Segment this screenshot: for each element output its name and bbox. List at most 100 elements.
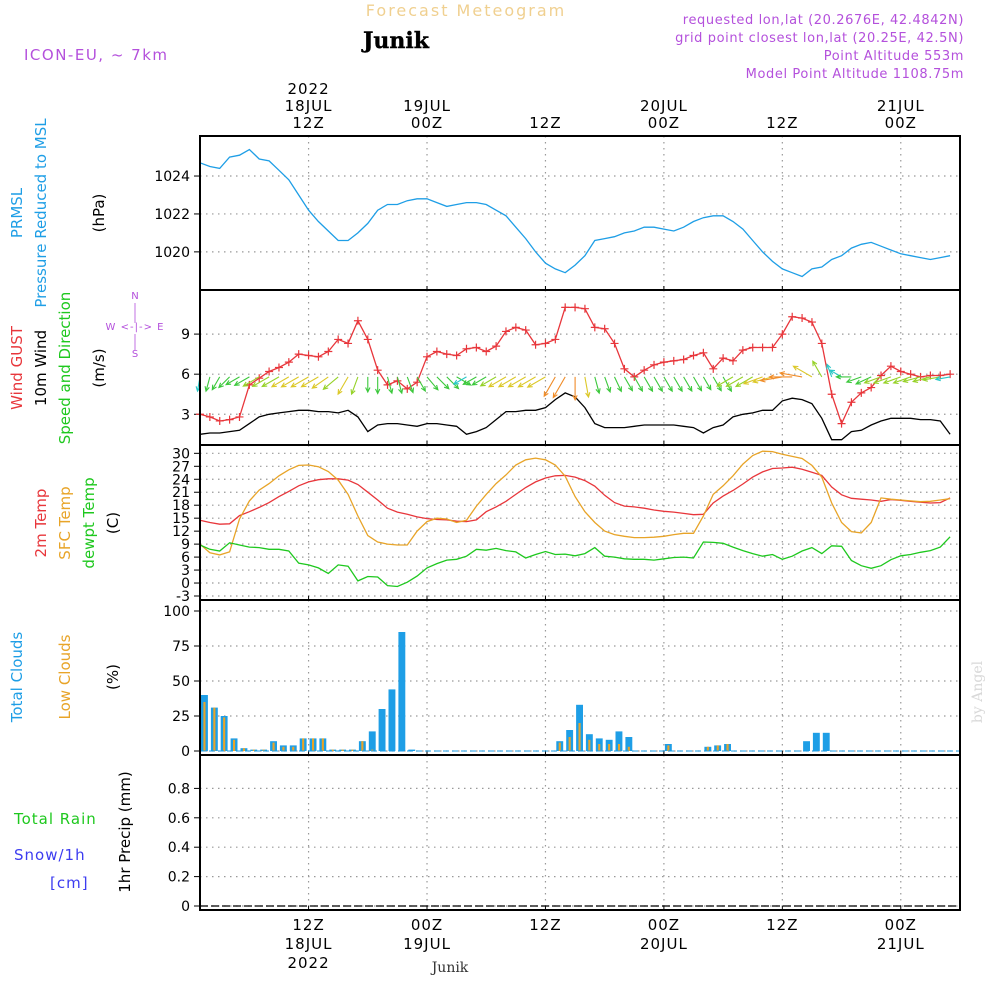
value-tick-label: 12	[172, 524, 190, 540]
value-tick-label: 0	[181, 899, 190, 915]
gust-marker	[304, 351, 313, 360]
wind-direction-arrow	[663, 376, 673, 393]
gust-marker	[294, 350, 303, 359]
wind-direction-arrow	[792, 365, 813, 378]
axis-title: 10m Wind	[32, 330, 50, 406]
gust-marker	[452, 351, 461, 360]
wind-direction-arrow	[902, 376, 921, 383]
gust-marker	[442, 350, 451, 359]
wind-direction-arrow	[845, 376, 862, 384]
time-label-top: 21JUL	[877, 97, 925, 115]
gust-marker	[482, 347, 491, 356]
wind-direction-arrow	[452, 376, 467, 385]
value-tick-label: 1020	[154, 245, 190, 261]
gust-marker	[600, 324, 609, 333]
wind-direction-arrow	[251, 376, 270, 388]
gust-marker	[610, 339, 619, 348]
wind-direction-arrow	[261, 376, 280, 388]
product-title: Forecast Meteogram	[366, 1, 566, 20]
gust-marker	[284, 358, 293, 367]
compass-west-east: W <-|-> E	[106, 322, 165, 333]
low-clouds-bar	[568, 737, 571, 751]
low-clouds-bar	[608, 744, 611, 751]
wind-direction-arrow	[835, 374, 852, 380]
axis-title: Total Clouds	[8, 632, 26, 724]
gust-marker	[265, 367, 274, 376]
value-tick-label: 0.4	[168, 840, 190, 856]
total-clouds-bar	[812, 732, 820, 751]
low-clouds-bar	[331, 749, 334, 751]
wind-direction-arrow	[456, 376, 472, 386]
value-tick-label: 6	[181, 367, 190, 383]
wind-direction-arrow	[826, 363, 833, 378]
panel-frame	[199, 754, 961, 911]
low-clouds-bar	[706, 746, 709, 751]
axis-title: (C)	[104, 512, 122, 534]
value-tick-label: 3	[181, 563, 190, 579]
grid-point-coords: grid point closest lon,lat (20.25E, 42.5…	[675, 31, 964, 46]
wind-direction-arrow	[673, 376, 683, 393]
gust-marker	[709, 364, 718, 373]
time-label-bottom: 20JUL	[640, 935, 688, 953]
gust-marker	[462, 344, 471, 353]
low-clouds-bar	[272, 742, 275, 751]
low-clouds-bar	[242, 748, 245, 751]
gust-marker	[906, 370, 915, 379]
time-label-bottom: 21JUL	[877, 935, 925, 953]
total-clouds-bar	[378, 709, 386, 751]
wind-direction-arrow	[217, 376, 230, 389]
axis-title: dewpt Temp	[80, 477, 98, 568]
wind-direction-arrow	[934, 375, 951, 382]
wind-direction-arrow	[280, 376, 299, 388]
time-label-bottom: 00Z	[411, 916, 443, 934]
gust-marker	[748, 343, 757, 352]
wind-direction-arrow	[290, 376, 309, 388]
gust-marker	[235, 412, 244, 421]
wind-direction-arrow	[526, 376, 546, 388]
gust-marker	[492, 342, 501, 351]
gust-marker	[541, 339, 550, 348]
time-label-top: 00Z	[648, 114, 680, 132]
time-label-top: 00Z	[885, 114, 917, 132]
wind-direction-arrow	[892, 376, 911, 385]
wind-direction-arrow	[270, 376, 290, 388]
gust-marker	[344, 339, 353, 348]
gust-marker	[590, 323, 599, 332]
model-label: ICON-EU, ~ 7km	[24, 46, 169, 64]
dewpoint-line	[199, 536, 951, 588]
value-tick-label: 75	[172, 639, 190, 655]
wind-direction-arrow	[507, 376, 526, 388]
wind-direction-arrow	[416, 376, 426, 393]
gust-marker	[788, 312, 797, 321]
low-clouds-bar	[321, 738, 324, 751]
compass-south: S	[132, 349, 138, 360]
gust-marker	[521, 326, 530, 335]
time-label-top: 18JUL	[285, 97, 333, 115]
total-clouds-bar	[615, 731, 623, 751]
low-clouds-bar	[262, 749, 265, 751]
gust-marker	[423, 352, 432, 361]
gust-marker	[867, 383, 876, 392]
wind-direction-arrow	[386, 376, 394, 395]
wind-direction-arrow	[623, 376, 634, 392]
wind-direction-arrow	[716, 376, 734, 387]
wind-direction-arrow	[768, 374, 793, 380]
gust-marker	[669, 356, 678, 365]
gust-marker	[531, 340, 540, 349]
gust-line	[199, 306, 951, 426]
gust-marker	[225, 415, 234, 424]
gust-marker	[877, 371, 886, 380]
gust-marker	[847, 398, 856, 407]
value-tick-label: 1022	[154, 207, 190, 223]
axis-title: 1hr Precip (mm)	[116, 771, 134, 892]
gust-marker	[738, 346, 747, 355]
time-label-bottom: 19JUL	[403, 935, 451, 953]
value-tick-label: 1024	[154, 169, 190, 185]
low-clouds-bar	[371, 749, 374, 751]
gust-marker	[768, 343, 777, 352]
time-label-top: 12Z	[292, 114, 324, 132]
panel-frame	[199, 135, 961, 291]
low-clouds-bar	[233, 739, 236, 751]
gust-marker	[472, 343, 481, 352]
wind-direction-arrow	[604, 376, 612, 394]
